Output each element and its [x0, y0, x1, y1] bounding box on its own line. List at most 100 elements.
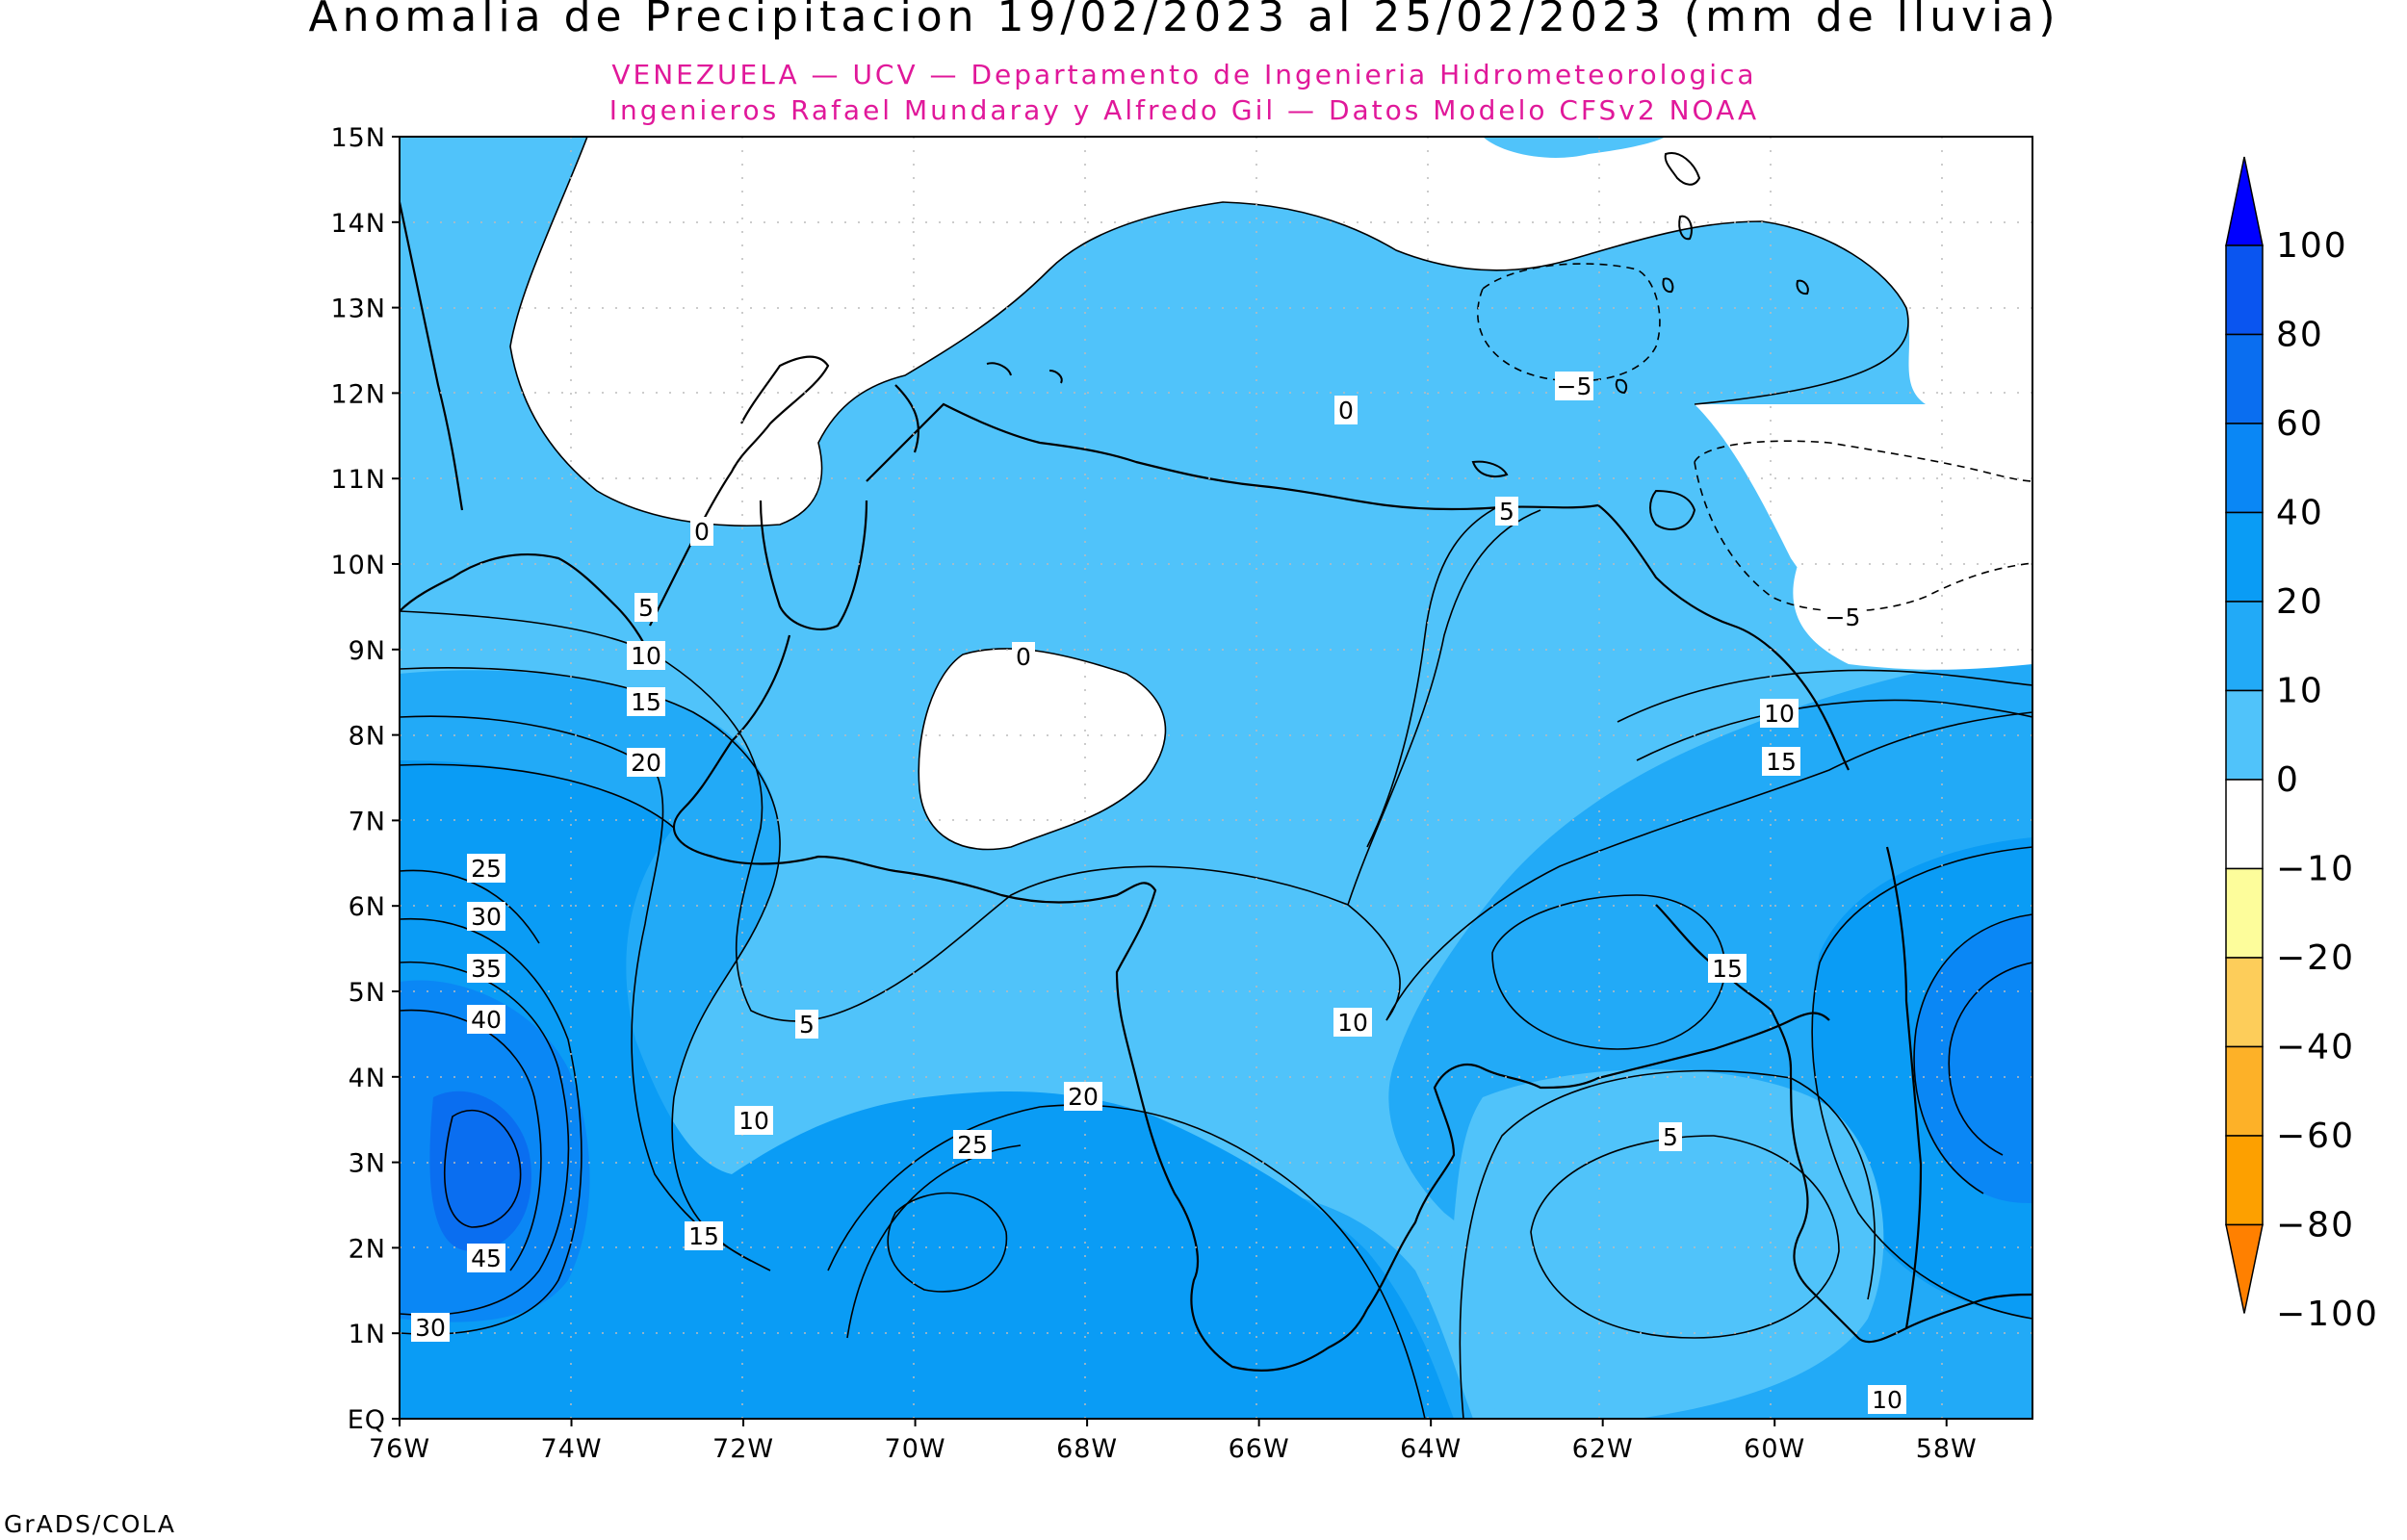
- contour-label-c10-e: 10: [1872, 1386, 1902, 1414]
- colorbar-swatch-11: [2225, 1135, 2264, 1226]
- colorbar-label-7: −10: [2276, 850, 2355, 889]
- colorbar-swatch-8: [2225, 867, 2264, 959]
- island-curacao: [1048, 370, 1063, 384]
- contour-label-bg: [735, 1106, 773, 1135]
- contour-label-c15-b: 15: [688, 1222, 719, 1250]
- contour-label-bg: [1334, 396, 1358, 424]
- contour-label-c0-c: 0: [1016, 643, 1031, 671]
- contour-label-c5-b: 5: [799, 1011, 815, 1039]
- contour-label-bg: [467, 854, 505, 883]
- colorbar-swatch-5: [2225, 601, 2264, 692]
- lat-tick-label-13N: 13N: [330, 295, 386, 324]
- contour-label-c25-b: 25: [957, 1131, 988, 1159]
- lat-tick-label-7N: 7N: [349, 807, 386, 836]
- contour-label-c45-a: 45: [471, 1245, 502, 1272]
- contour-40-east: [1948, 962, 2032, 1156]
- lat-tick-label-6N: 6N: [349, 892, 386, 922]
- contour-label-bg: [627, 748, 665, 777]
- colorbar-label-1: 80: [2276, 316, 2324, 355]
- contour-minus5-east: [1694, 440, 2032, 612]
- contour-label-c20-a: 20: [631, 749, 661, 777]
- contour-10-east: [1617, 669, 2032, 723]
- contour-label-bg: [1064, 1082, 1102, 1111]
- colorbar-swatch-9: [2225, 957, 2264, 1048]
- contour-label-c25-a: 25: [471, 855, 502, 883]
- caribbean-islands: [986, 152, 1809, 530]
- lat-tick-label-11N: 11N: [330, 465, 386, 495]
- latitude-axis: EQ 1N 2N 3N 4N 5N 6N 7N 8N 9N 10N 11N 12N 13N 14N 15N: [330, 123, 400, 1435]
- island-margarita: [1471, 460, 1509, 478]
- contour-25-west: [400, 869, 540, 944]
- contour-40-west: [400, 1009, 542, 1271]
- colorbar-swatch-2: [2225, 333, 2264, 424]
- colorbar-swatch-4: [2225, 511, 2264, 603]
- suriname-border: [1885, 846, 1923, 1329]
- contour-10-center: [1385, 711, 2032, 1021]
- contour-label-c40-a: 40: [471, 1006, 502, 1034]
- colorbar-label-9: −40: [2276, 1028, 2355, 1067]
- lat-tick-label-12N: 12N: [330, 379, 386, 409]
- panama-coast: [400, 552, 656, 665]
- longitude-axis: 76W 74W 72W 70W 68W 66W 64W 62W 60W 58W: [369, 1419, 1977, 1464]
- contour-label-c35-a: 35: [471, 955, 502, 983]
- colorbar-swatch-6: [2225, 689, 2264, 781]
- grads-credit: GrADS/COLA: [4, 1510, 176, 1538]
- island-trinidad: [1649, 489, 1696, 530]
- lat-tick-label-4N: 4N: [349, 1064, 386, 1093]
- lat-tick-label-EQ: EQ: [348, 1405, 386, 1435]
- coastline-and-borders: [400, 201, 2032, 1373]
- contour-label-bg: [1762, 747, 1800, 776]
- lon-tick-label-60W: 60W: [1744, 1434, 1805, 1464]
- colorbar-bottom-arrow: [2225, 1223, 2264, 1314]
- anomaly-fill-zero-caribbean-blue-patch: [1483, 137, 1666, 158]
- contour-label-bg: [634, 593, 658, 622]
- lon-tick-label-74W: 74W: [540, 1434, 602, 1464]
- contour-label-bg: [411, 1313, 450, 1342]
- lon-tick-label-72W: 72W: [712, 1434, 774, 1464]
- colorbar-label-5: 10: [2276, 672, 2324, 711]
- contour-label-bg: [1708, 954, 1747, 983]
- contour-label-c10-b: 10: [738, 1107, 769, 1135]
- island-barbados: [1796, 279, 1809, 295]
- colorbar-label-8: −20: [2276, 938, 2355, 978]
- lat-tick-label-15N: 15N: [330, 123, 386, 153]
- contour-10-mid: [1347, 509, 1541, 906]
- contour-label-bg: [627, 687, 665, 716]
- lat-tick-label-8N: 8N: [349, 722, 386, 752]
- map-subtitle-institution: VENEZUELA — UCV — Departamento de Ingeni…: [611, 59, 1756, 90]
- contour-30-east: [1913, 913, 2032, 1194]
- island-aruba: [986, 362, 1012, 376]
- venezuela-coastline: [400, 201, 1850, 771]
- contour-label-bg: [1333, 1008, 1372, 1037]
- colorbar-label-0: 100: [2276, 226, 2348, 266]
- colorbar-label-6: 0: [2276, 760, 2300, 800]
- contour-0-llanos: [918, 648, 1167, 851]
- contour-label-bg: [1495, 497, 1518, 526]
- anomaly-fill-zero-caribbean: [510, 137, 2032, 670]
- island-st-vincent: [1662, 277, 1674, 294]
- colorbar-swatch-10: [2225, 1045, 2264, 1137]
- anomaly-fill-20-40-west: [400, 760, 1454, 1419]
- lat-tick-label-9N: 9N: [349, 636, 386, 666]
- contour-lines: [400, 137, 2032, 1419]
- contour-label-bg: [1824, 603, 1862, 631]
- contour-label-bg: [1868, 1385, 1906, 1414]
- contour-label-c15-d: 15: [1712, 955, 1743, 983]
- contour-label-bg: [1012, 642, 1035, 671]
- contour-20-east: [1811, 846, 2032, 1320]
- contour-label-bg: [467, 1005, 505, 1034]
- contour-label-bg: [953, 1130, 992, 1159]
- contour-35-west: [400, 961, 570, 1316]
- contour-20-west: [400, 763, 675, 829]
- contour-15-west: [400, 715, 771, 1271]
- lat-tick-label-5N: 5N: [349, 978, 386, 1008]
- anomaly-fill-zero-east-sea: [1695, 404, 2032, 665]
- contour-10-west: [400, 667, 781, 1262]
- contour-label-c30-a: 30: [471, 903, 502, 931]
- contour-10-guyana: [1459, 1069, 1876, 1419]
- contour-label-bg: [467, 1244, 505, 1272]
- contour-25-inner: [887, 1192, 1008, 1293]
- contour-label-cm5-a: −5: [1557, 372, 1592, 400]
- colorbar-swatch-3: [2225, 423, 2264, 514]
